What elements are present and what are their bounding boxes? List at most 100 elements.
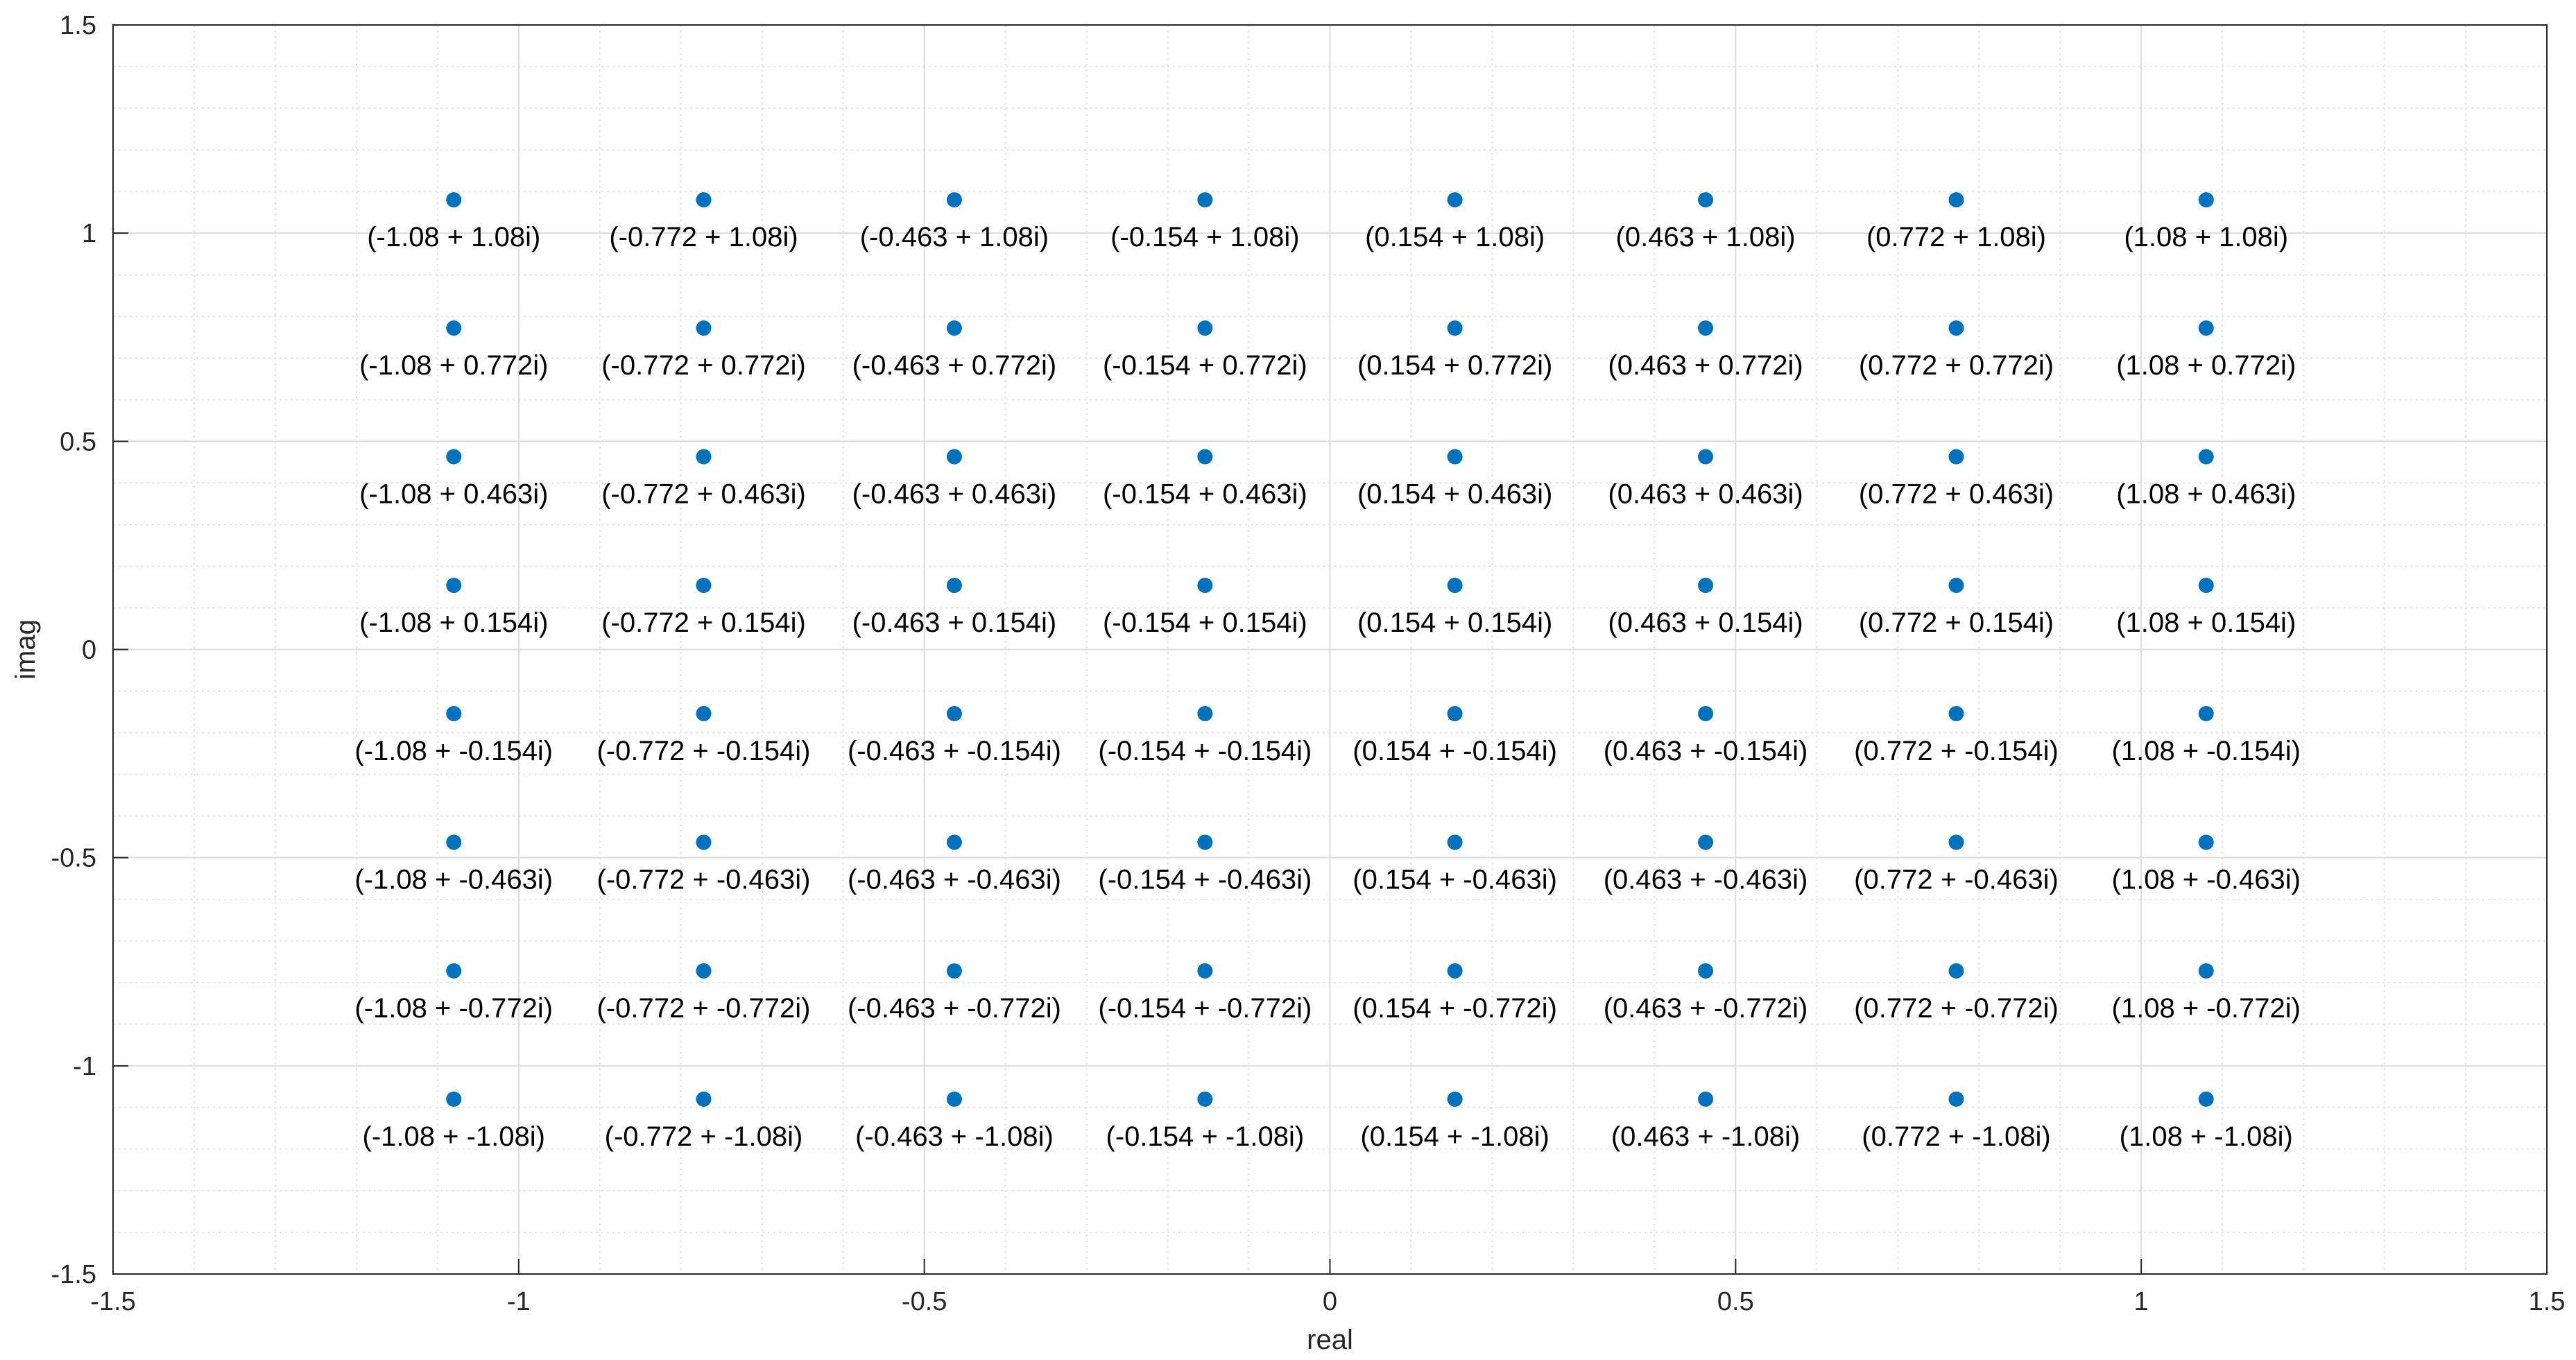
data-point-marker	[1197, 192, 1213, 208]
data-point-marker	[946, 320, 962, 336]
data-point-label: (-0.463 + -0.154i)	[848, 736, 1061, 766]
data-point-marker	[1197, 705, 1213, 721]
data-point-marker	[1948, 834, 1964, 850]
data-point-marker	[2198, 834, 2214, 850]
data-point-label: (1.08 + -0.772i)	[2112, 993, 2301, 1024]
data-point-marker	[446, 449, 462, 465]
data-point-label: (0.463 + -0.463i)	[1604, 864, 1808, 895]
data-point-label: (1.08 + -0.463i)	[2112, 864, 2301, 895]
data-point-marker	[1447, 963, 1463, 979]
data-point-label: (0.772 + 1.08i)	[1866, 222, 2046, 252]
data-point-marker	[1698, 834, 1714, 850]
data-point-marker	[696, 449, 712, 465]
data-point-marker	[1447, 192, 1463, 208]
x-axis-label: real	[1307, 1325, 1353, 1355]
data-point-label: (-1.08 + 0.154i)	[359, 608, 548, 638]
data-point-label: (0.463 + 0.772i)	[1608, 350, 1803, 381]
data-point-marker	[1948, 449, 1964, 465]
data-point-label: (-1.08 + -0.463i)	[354, 864, 553, 895]
x-tick-label: 0.5	[1717, 1287, 1754, 1316]
data-point-label: (-0.772 + 0.154i)	[601, 608, 806, 638]
data-point-label: (-0.463 + -1.08i)	[855, 1121, 1054, 1152]
data-point-marker	[946, 705, 962, 721]
y-axis-ticks: -1.5 -1 -0.5 0 0.5 1 1.5	[51, 11, 128, 1289]
data-point-label: (-0.154 + 1.08i)	[1110, 222, 1299, 252]
data-point-label: (0.772 + -0.463i)	[1854, 864, 2059, 895]
data-point-label: (-0.463 + 0.154i)	[852, 608, 1057, 638]
data-point-marker	[1197, 449, 1213, 465]
data-point-label: (-0.154 + -0.154i)	[1098, 736, 1312, 766]
data-point-marker	[1698, 963, 1714, 979]
data-point-marker	[1197, 1091, 1213, 1107]
data-point-label: (-0.772 + 1.08i)	[609, 222, 798, 252]
data-point-label: (1.08 + 0.772i)	[2116, 350, 2296, 381]
data-point-label: (0.154 + 0.772i)	[1357, 350, 1552, 381]
data-point-marker	[696, 705, 712, 721]
data-point-marker	[946, 449, 962, 465]
data-point-label: (0.154 + 1.08i)	[1365, 222, 1545, 252]
x-tick-label: 0	[1323, 1287, 1337, 1316]
data-point-label: (0.154 + 0.463i)	[1357, 479, 1552, 510]
data-point-label: (-1.08 + 0.772i)	[359, 350, 548, 381]
data-point-label: (0.154 + -0.772i)	[1353, 993, 1557, 1024]
data-point-label: (1.08 + -1.08i)	[2120, 1121, 2293, 1152]
data-point-label: (0.772 + -0.154i)	[1854, 736, 2059, 766]
data-point-marker	[1698, 705, 1714, 721]
data-point-marker	[1197, 834, 1213, 850]
data-point-marker	[446, 834, 462, 850]
data-point-label: (0.463 + 1.08i)	[1616, 222, 1796, 252]
data-point-label: (-0.463 + -0.463i)	[848, 864, 1061, 895]
data-point-marker	[1447, 449, 1463, 465]
data-point-marker	[446, 320, 462, 336]
data-point-marker	[446, 963, 462, 979]
data-point-marker	[446, 192, 462, 208]
data-point-label: (-0.772 + 0.463i)	[601, 479, 806, 510]
data-point-marker	[1197, 963, 1213, 979]
data-point-marker	[2198, 192, 2214, 208]
data-point-marker	[2198, 1091, 2214, 1107]
y-tick-label: -1	[73, 1052, 96, 1081]
data-point-label: (1.08 + -0.154i)	[2112, 736, 2301, 766]
data-point-label: (-1.08 + -0.772i)	[354, 993, 553, 1024]
data-point-marker	[446, 578, 462, 594]
data-point-marker	[2198, 705, 2214, 721]
data-point-label: (-0.772 + -0.463i)	[597, 864, 811, 895]
data-point-marker	[1948, 320, 1964, 336]
data-point-label: (-0.463 + -0.772i)	[848, 993, 1061, 1024]
data-point-label: (0.154 + -0.154i)	[1353, 736, 1557, 766]
data-point-marker	[1948, 1091, 1964, 1107]
data-point-label: (-1.08 + -0.154i)	[354, 736, 553, 766]
data-point-label: (0.463 + 0.154i)	[1608, 608, 1803, 638]
data-point-label: (0.772 + 0.463i)	[1859, 479, 2054, 510]
data-point-label: (-1.08 + -1.08i)	[363, 1121, 545, 1152]
data-point-marker	[1698, 320, 1714, 336]
data-point-marker	[696, 192, 712, 208]
y-tick-label: 0.5	[60, 427, 96, 456]
data-point-label: (-1.08 + 0.463i)	[359, 479, 548, 510]
y-tick-label: 1.5	[60, 11, 96, 40]
data-point-label: (1.08 + 1.08i)	[2124, 222, 2288, 252]
data-point-label: (-0.772 + -0.772i)	[597, 993, 811, 1024]
data-point-label: (0.772 + 0.772i)	[1859, 350, 2054, 381]
data-point-marker	[696, 578, 712, 594]
data-markers	[446, 192, 2214, 1107]
data-point-marker	[1698, 449, 1714, 465]
data-point-marker	[1447, 578, 1463, 594]
data-point-label: (-0.154 + 0.772i)	[1103, 350, 1307, 381]
data-point-marker	[1447, 834, 1463, 850]
data-point-marker	[1698, 1091, 1714, 1107]
data-point-marker	[2198, 963, 2214, 979]
data-point-label: (0.463 + -0.154i)	[1604, 736, 1808, 766]
data-point-label: (0.772 + 0.154i)	[1859, 608, 2054, 638]
data-point-marker	[946, 578, 962, 594]
data-point-marker	[1197, 320, 1213, 336]
x-tick-label: -1.5	[90, 1287, 135, 1316]
data-point-label: (-0.463 + 1.08i)	[860, 222, 1049, 252]
data-point-marker	[1948, 192, 1964, 208]
data-point-label: (1.08 + 0.154i)	[2116, 608, 2296, 638]
data-point-label: (-0.463 + 0.463i)	[852, 479, 1057, 510]
x-tick-label: 1.5	[2529, 1287, 2566, 1316]
data-point-marker	[696, 963, 712, 979]
data-point-marker	[1948, 963, 1964, 979]
data-point-label: (-0.154 + -0.772i)	[1098, 993, 1312, 1024]
